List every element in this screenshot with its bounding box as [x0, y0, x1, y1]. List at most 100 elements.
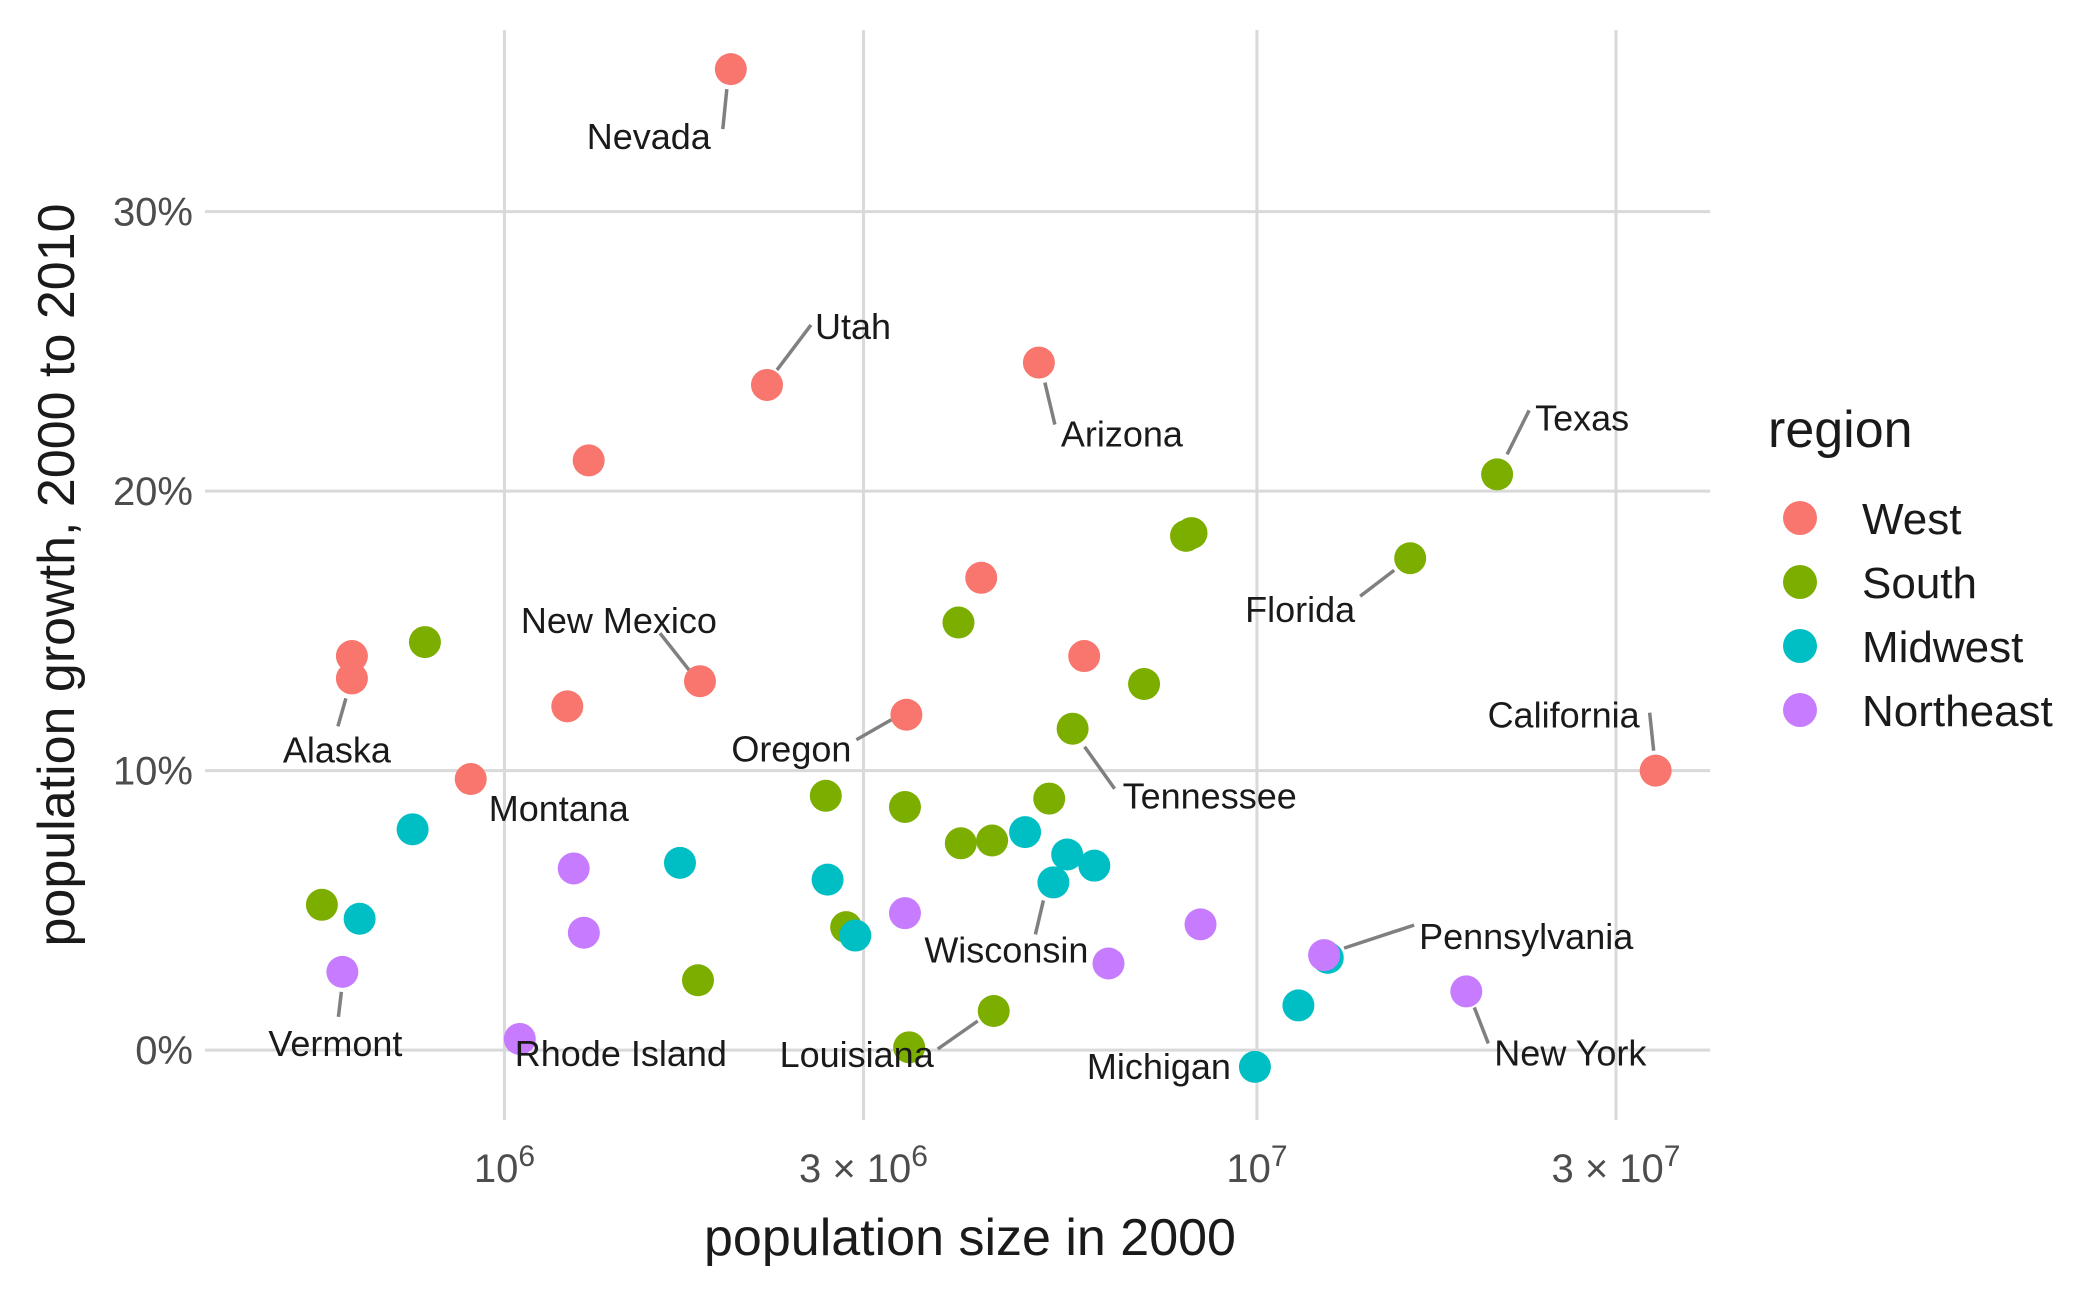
data-point — [1450, 975, 1483, 1008]
label-leaders — [336, 88, 1656, 1051]
data-point — [714, 53, 747, 86]
data-point — [1639, 754, 1672, 787]
data-points — [305, 53, 1672, 1083]
point-label: Rhode Island — [515, 1033, 727, 1074]
label-leader-line — [936, 1019, 979, 1051]
point-label: Arizona — [1061, 414, 1184, 455]
x-tick-label: 3 × 106 — [799, 1140, 928, 1191]
data-point — [965, 561, 998, 594]
data-point — [335, 662, 368, 695]
x-tick-label: 3 × 107 — [1551, 1140, 1680, 1191]
data-point — [1394, 542, 1427, 575]
data-point — [942, 606, 975, 639]
data-point — [1128, 668, 1161, 700]
point-label: Wisconsin — [924, 929, 1088, 970]
point-label: Vermont — [268, 1023, 402, 1064]
point-label: New York — [1494, 1032, 1647, 1073]
data-point — [396, 813, 429, 846]
data-point — [567, 916, 600, 949]
point-label: California — [1488, 695, 1641, 736]
y-tick-label: 10% — [113, 750, 193, 794]
data-point — [1033, 782, 1066, 815]
label-leader-line — [1033, 900, 1046, 935]
label-leader-line — [336, 697, 348, 727]
point-label: Alaska — [283, 729, 392, 770]
x-tick-label: 107 — [1226, 1140, 1287, 1191]
axis-ticks: 0% 10% 20% 30% 106 3 × 106 107 3 × 107 — [113, 191, 1681, 1191]
data-point — [503, 1022, 536, 1055]
legend-swatch — [1783, 629, 1817, 663]
data-point — [890, 698, 923, 731]
data-point — [944, 827, 977, 860]
data-point — [1068, 640, 1101, 673]
legend: region West South Midwest Northeast — [1768, 401, 2053, 736]
data-point — [1481, 458, 1514, 491]
data-point — [305, 888, 338, 921]
label-leader-line — [855, 718, 893, 742]
legend-label: West — [1862, 495, 1961, 544]
point-label: Montana — [489, 788, 630, 829]
data-point — [326, 955, 359, 988]
data-point — [1009, 816, 1042, 849]
label-leader-line — [721, 88, 729, 130]
data-point — [408, 626, 441, 659]
legend-swatch — [1783, 565, 1817, 599]
y-tick-label: 0% — [135, 1029, 193, 1073]
data-point — [681, 964, 714, 997]
point-label: Florida — [1245, 589, 1356, 630]
point-label: Oregon — [731, 729, 851, 770]
data-point — [1170, 519, 1203, 552]
data-point — [1056, 712, 1089, 745]
data-point — [551, 690, 584, 723]
y-axis-title: population growth, 2000 to 2010 — [28, 203, 86, 946]
label-leader-line — [1043, 382, 1057, 425]
data-point — [1092, 947, 1125, 980]
legend-title: region — [1768, 401, 1913, 459]
label-leader-line — [1505, 409, 1531, 456]
data-point — [335, 640, 368, 673]
legend-swatch — [1783, 693, 1817, 727]
label-leader-line — [1083, 745, 1117, 790]
data-point — [683, 665, 716, 698]
data-point — [888, 897, 921, 930]
data-point — [1022, 346, 1055, 379]
data-point — [1308, 939, 1341, 972]
label-leader-line — [1472, 1006, 1490, 1045]
data-point — [557, 852, 590, 885]
label-leader-line — [775, 323, 813, 372]
data-point — [1078, 849, 1111, 882]
data-point — [888, 790, 921, 823]
x-tick-label: 106 — [474, 1140, 535, 1191]
point-label: Utah — [815, 306, 891, 347]
point-label: Louisiana — [780, 1034, 935, 1075]
data-point — [1051, 838, 1084, 871]
label-leader-line — [336, 991, 344, 1018]
point-labels: Nevada Utah Arizona New Mexico Oregon Alaska M… — [268, 116, 1647, 1087]
x-axis-title: population size in 2000 — [704, 1209, 1236, 1267]
label-leader-line — [658, 632, 692, 673]
point-label: Tennessee — [1123, 776, 1297, 817]
data-point — [893, 1031, 926, 1064]
point-label: Nevada — [587, 116, 712, 157]
legend-label: Midwest — [1862, 623, 2023, 672]
label-leader-line — [1647, 712, 1656, 751]
point-label: Pennsylvania — [1419, 916, 1634, 957]
point-label: Texas — [1535, 397, 1629, 438]
point-label: New Mexico — [521, 600, 717, 641]
data-point — [1184, 908, 1217, 941]
point-label: Michigan — [1087, 1046, 1231, 1087]
legend-label: Northeast — [1862, 687, 2053, 736]
data-point — [454, 763, 487, 796]
data-point — [1282, 989, 1315, 1022]
data-point — [976, 824, 1009, 857]
data-point — [1037, 866, 1070, 899]
label-leader-line — [1359, 568, 1396, 598]
y-tick-label: 20% — [113, 470, 193, 514]
data-point — [977, 995, 1010, 1027]
grid — [205, 30, 1710, 1120]
data-point — [809, 779, 842, 812]
data-point — [811, 863, 844, 896]
legend-swatch — [1783, 501, 1817, 535]
data-point — [663, 846, 696, 879]
